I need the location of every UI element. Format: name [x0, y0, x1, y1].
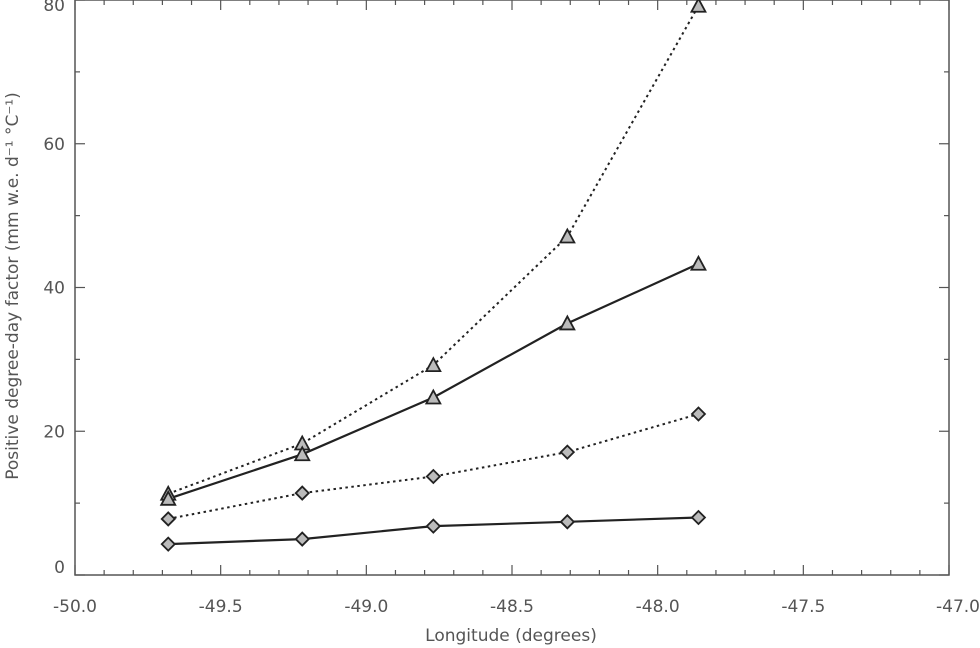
- triangle-marker: [558, 227, 576, 244]
- x-axis-title: Longitude (degrees): [425, 626, 597, 646]
- triangle-marker: [293, 445, 311, 462]
- x-tick-label: -48.5: [490, 597, 534, 617]
- triangle-marker: [424, 388, 442, 405]
- triangle-marker: [159, 489, 177, 506]
- x-tick-label: -47.5: [781, 597, 825, 617]
- y-tick-label: 20: [43, 422, 65, 442]
- diamond-marker: [294, 485, 311, 501]
- x-tick-label: -49.0: [344, 597, 388, 617]
- plot-frame: [74, 0, 950, 576]
- diamond-marker: [559, 444, 576, 460]
- diamond-marker: [425, 518, 442, 534]
- series-line-3: [168, 413, 699, 520]
- x-tick-label: -48.0: [636, 597, 680, 617]
- diamond-marker: [425, 468, 442, 485]
- x-tick-label: -49.5: [199, 597, 243, 617]
- y-axis-title: Positive degree-day factor (mm w.e. d⁻¹ …: [3, 92, 23, 479]
- triangle-marker: [424, 356, 442, 373]
- diamond-marker: [160, 536, 176, 552]
- y-tick-label: 80: [43, 0, 65, 16]
- x-tick-label: -47.0: [936, 597, 980, 617]
- diamond-marker: [160, 511, 176, 527]
- x-tick-label: -50.0: [53, 597, 97, 617]
- triangle-marker: [558, 314, 576, 331]
- diamond-marker: [559, 514, 576, 530]
- y-tick-label: 60: [43, 135, 65, 155]
- diamond-marker: [294, 531, 311, 547]
- y-tick-label: 40: [43, 279, 65, 299]
- y-tick-label: 0: [54, 558, 65, 578]
- triangle-marker: [689, 0, 707, 13]
- series-line-1: [167, 5, 700, 495]
- triangle-marker: [689, 254, 707, 271]
- diamond-marker: [690, 509, 707, 526]
- diamond-marker: [690, 406, 707, 422]
